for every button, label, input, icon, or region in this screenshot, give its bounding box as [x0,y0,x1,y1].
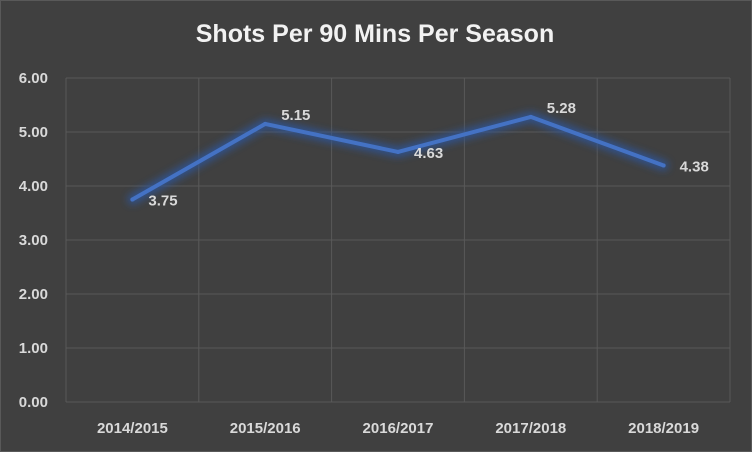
data-point [528,114,533,119]
data-labels: 3.75 5.15 4.63 5.28 4.38 [148,100,708,210]
data-point [130,197,135,202]
data-point [661,163,666,168]
data-label: 5.28 [547,100,576,117]
y-tick-label: 4.00 [19,178,48,195]
series-line-glow [127,111,669,205]
data-point [263,121,268,126]
data-label: 5.15 [281,107,310,124]
y-tick-label: 6.00 [19,70,48,87]
series [127,111,669,205]
gridlines [65,77,731,403]
x-tick-label: 2014/2015 [97,420,168,437]
y-axis: 0.00 1.00 2.00 3.00 4.00 5.00 6.00 [19,70,48,411]
x-tick-label: 2015/2016 [230,420,301,437]
data-label: 4.38 [680,158,709,175]
y-tick-label: 1.00 [19,340,48,357]
y-tick-label: 3.00 [19,232,48,249]
data-label: 4.63 [414,145,443,162]
data-label: 3.75 [148,193,177,210]
chart-title: Shots Per 90 Mins Per Season [195,20,555,48]
y-tick-label: 0.00 [19,394,48,411]
y-tick-label: 2.00 [19,286,48,303]
y-tick-label: 5.00 [19,124,48,141]
x-tick-label: 2018/2019 [628,420,699,437]
data-point [396,149,400,154]
x-tick-label: 2016/2017 [363,420,434,437]
x-tick-label: 2017/2018 [495,420,566,437]
x-axis: 2014/2015 2015/2016 2016/2017 2017/2018 2018… [97,420,699,437]
